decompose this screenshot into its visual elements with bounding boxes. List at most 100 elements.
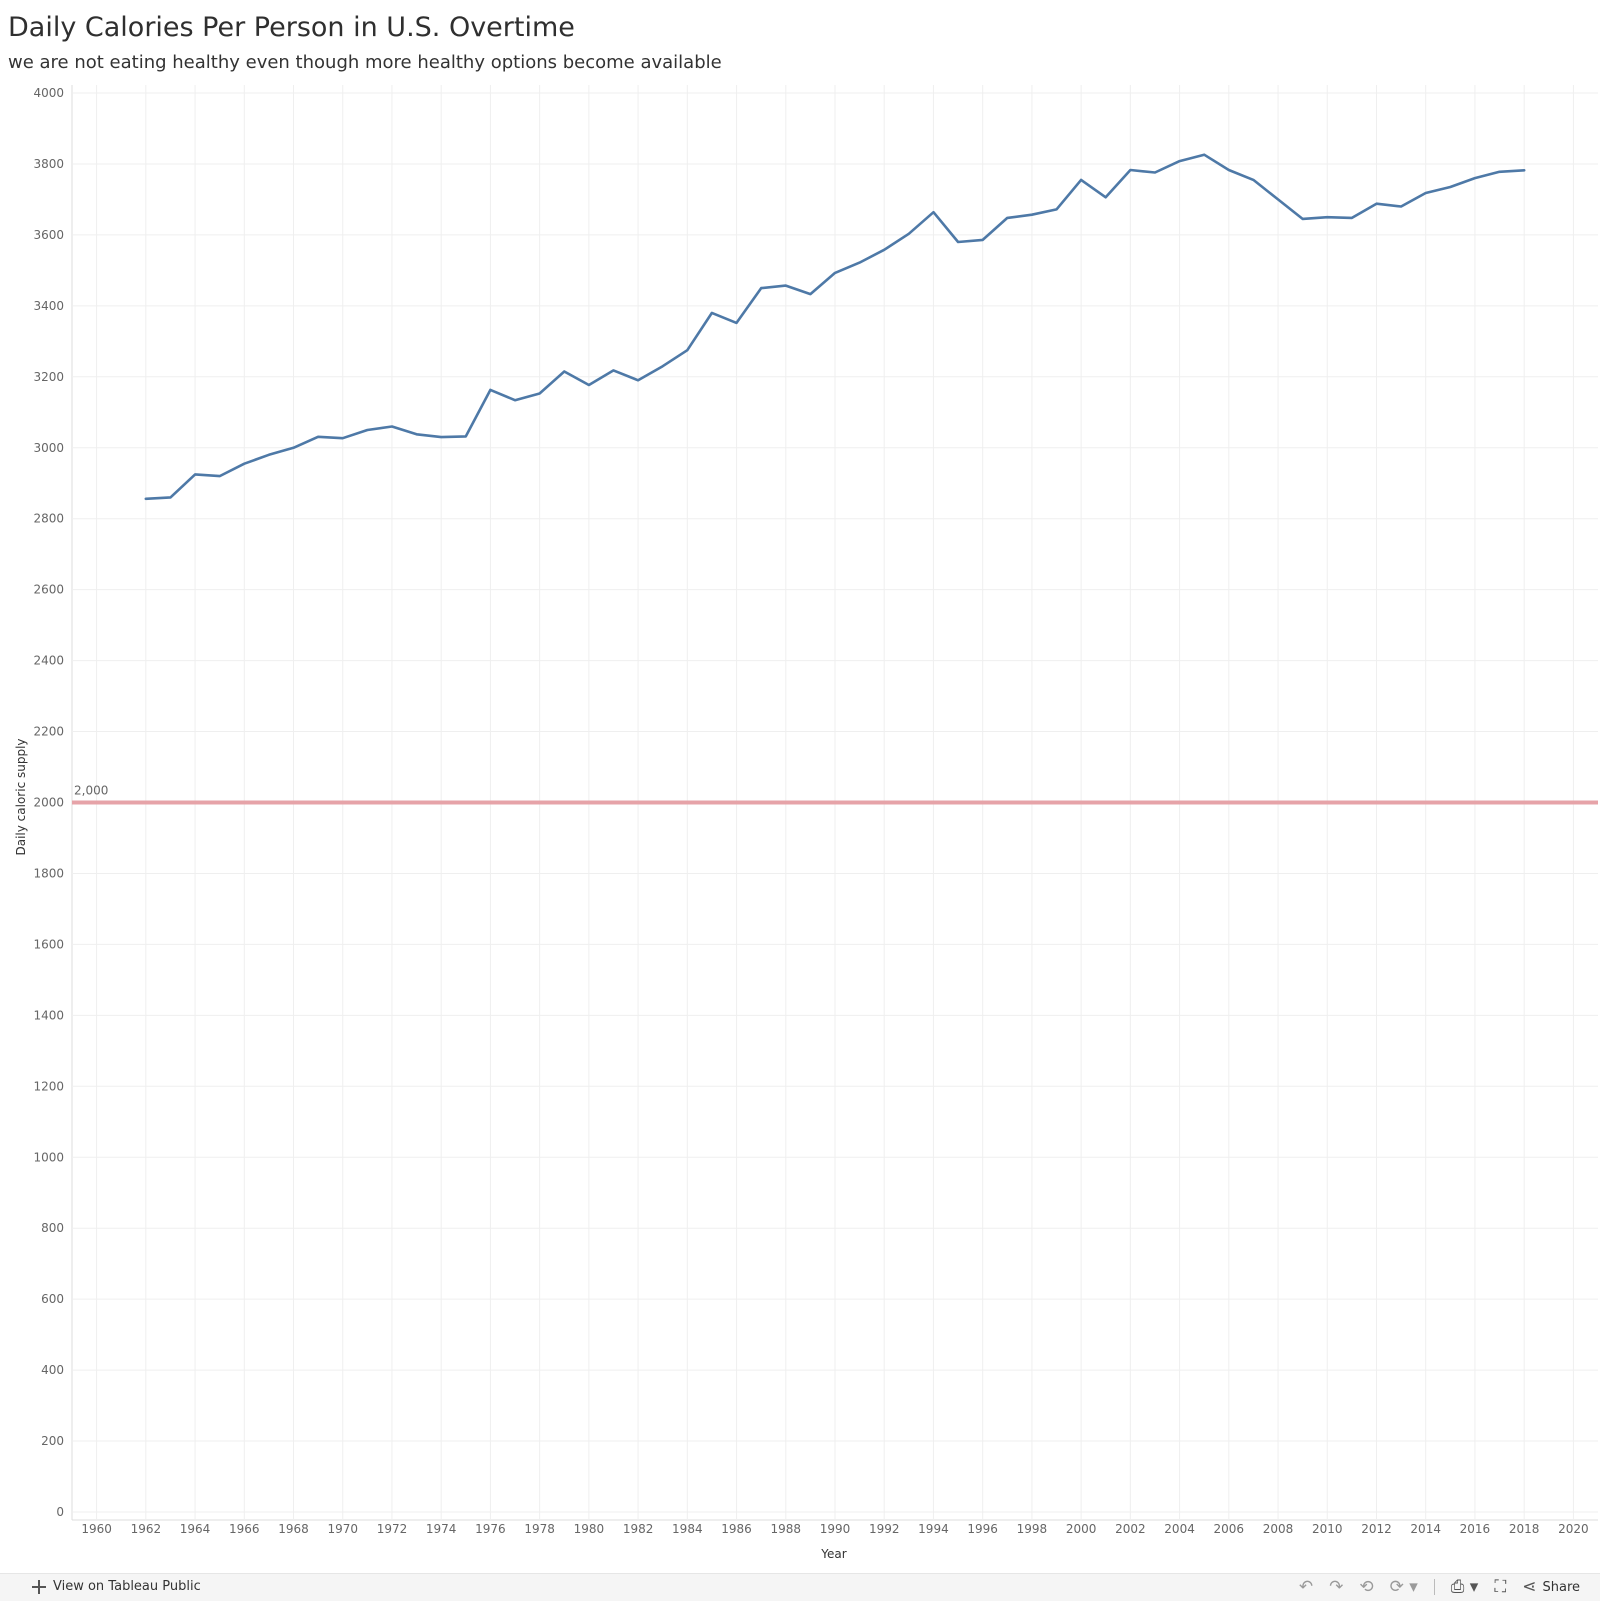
fullscreen-icon[interactable]: ⛶ (1494, 1577, 1507, 1597)
x-tick-label: 1964 (180, 1522, 211, 1536)
data-point[interactable] (1175, 156, 1185, 166)
data-point[interactable] (264, 450, 274, 460)
data-point[interactable] (1445, 182, 1455, 192)
y-tick-label: 2800 (33, 512, 64, 526)
data-point[interactable] (510, 395, 520, 405)
data-point[interactable] (1421, 188, 1431, 198)
data-point[interactable] (165, 492, 175, 502)
data-point[interactable] (412, 429, 422, 439)
undo-icon[interactable]: ↶ (1298, 1577, 1314, 1597)
data-point[interactable] (1125, 165, 1135, 175)
data-point[interactable] (485, 385, 495, 395)
refresh-icon[interactable]: ⟳ ▾ (1389, 1577, 1418, 1597)
data-point[interactable] (436, 432, 446, 442)
y-tick-label: 2000 (33, 796, 64, 810)
data-point[interactable] (338, 433, 348, 443)
y-tick-label: 400 (41, 1363, 64, 1377)
data-point[interactable] (732, 318, 742, 328)
data-point[interactable] (190, 469, 200, 479)
data-point[interactable] (978, 235, 988, 245)
reference-line-label: 2,000 (74, 784, 108, 798)
data-point[interactable] (1150, 167, 1160, 177)
data-point[interactable] (1322, 212, 1332, 222)
x-tick-label: 2010 (1312, 1522, 1343, 1536)
data-point[interactable] (1076, 175, 1086, 185)
data-point[interactable] (855, 258, 865, 268)
revert-icon[interactable]: ⟲ (1359, 1577, 1374, 1597)
x-tick-label: 1966 (229, 1522, 260, 1536)
data-point[interactable] (239, 459, 249, 469)
y-tick-label: 2200 (33, 725, 64, 739)
data-point[interactable] (781, 281, 791, 291)
data-point[interactable] (1199, 150, 1209, 160)
x-tick-label: 1990 (820, 1522, 851, 1536)
download-icon[interactable]: ⎙ ▾ (1450, 1577, 1479, 1597)
data-point[interactable] (1002, 213, 1012, 223)
y-tick-label: 2400 (33, 654, 64, 668)
y-tick-label: 3200 (33, 370, 64, 384)
reference-line-group: 2,000 (72, 784, 1598, 805)
data-point[interactable] (215, 471, 225, 481)
data-point[interactable] (904, 229, 914, 239)
data-point[interactable] (535, 388, 545, 398)
x-tick-label: 2000 (1066, 1522, 1097, 1536)
footer-bar: View on Tableau Public ↶ ↷ ⟲ ⟳ ▾ ⎙ ▾ ⛶ ⋖… (0, 1573, 1600, 1601)
data-point[interactable] (633, 375, 643, 385)
x-axis-title: Year (820, 1547, 846, 1561)
data-point[interactable] (1052, 204, 1062, 214)
data-point[interactable] (387, 421, 397, 431)
data-point[interactable] (1347, 213, 1357, 223)
data-point[interactable] (1495, 167, 1505, 177)
data-point[interactable] (756, 283, 766, 293)
data-point[interactable] (362, 425, 372, 435)
y-tick-label: 1200 (33, 1079, 64, 1093)
y-tick-label: 800 (41, 1221, 64, 1235)
view-on-tableau-label: View on Tableau Public (53, 1579, 201, 1594)
x-tick-label: 1974 (426, 1522, 457, 1536)
data-point[interactable] (879, 245, 889, 255)
data-point[interactable] (313, 432, 323, 442)
x-tick-label: 1978 (524, 1522, 555, 1536)
x-tick-label: 1996 (967, 1522, 998, 1536)
data-point[interactable] (559, 366, 569, 376)
y-tick-label: 200 (41, 1434, 64, 1448)
data-point[interactable] (461, 431, 471, 441)
data-point[interactable] (1371, 199, 1381, 209)
data-point[interactable] (289, 443, 299, 453)
y-tick-label: 4000 (33, 86, 64, 100)
data-point[interactable] (805, 289, 815, 299)
data-point[interactable] (1396, 202, 1406, 212)
y-tick-label: 1600 (33, 937, 64, 951)
data-point[interactable] (1027, 210, 1037, 220)
data-point[interactable] (658, 361, 668, 371)
data-point[interactable] (608, 365, 618, 375)
data-point[interactable] (141, 494, 151, 504)
x-tick-label: 2014 (1410, 1522, 1441, 1536)
x-tick-label: 2004 (1164, 1522, 1195, 1536)
data-point[interactable] (1519, 165, 1529, 175)
data-point[interactable] (1273, 194, 1283, 204)
x-tick-label: 2012 (1361, 1522, 1392, 1536)
y-tick-label: 3000 (33, 441, 64, 455)
data-point[interactable] (1298, 214, 1308, 224)
y-tick-label: 2600 (33, 583, 64, 597)
x-tick-label: 2020 (1558, 1522, 1589, 1536)
data-point[interactable] (682, 345, 692, 355)
data-point[interactable] (953, 237, 963, 247)
series-line (144, 153, 1526, 501)
data-point[interactable] (707, 308, 717, 318)
redo-icon[interactable]: ↷ (1329, 1577, 1344, 1597)
view-on-tableau-link[interactable]: View on Tableau Public (32, 1579, 201, 1594)
data-point[interactable] (1470, 173, 1480, 183)
x-tick-label: 1994 (918, 1522, 949, 1536)
data-point[interactable] (830, 268, 840, 278)
data-point[interactable] (1248, 175, 1258, 185)
data-point[interactable] (1224, 165, 1234, 175)
y-axis-ticks: 0 200 400 600 800 1000 1200 1400 1600 1800 2000 220… (33, 86, 64, 1519)
data-point[interactable] (584, 380, 594, 390)
share-button[interactable]: ⋖ Share (1522, 1577, 1580, 1597)
data-point[interactable] (1101, 192, 1111, 202)
data-point[interactable] (928, 207, 938, 217)
x-tick-label: 1960 (81, 1522, 112, 1536)
